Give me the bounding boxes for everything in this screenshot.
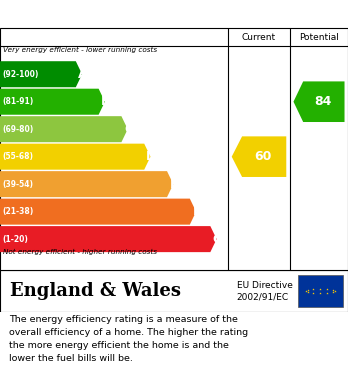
FancyArrow shape <box>0 116 128 142</box>
Text: C: C <box>124 123 133 136</box>
FancyArrow shape <box>0 199 196 225</box>
Text: Current: Current <box>242 32 276 41</box>
Text: Potential: Potential <box>299 32 339 41</box>
Text: England & Wales: England & Wales <box>10 282 181 300</box>
Polygon shape <box>232 136 286 177</box>
FancyArrow shape <box>0 143 150 170</box>
Text: Very energy efficient - lower running costs: Very energy efficient - lower running co… <box>3 47 158 53</box>
Bar <box>298 275 343 307</box>
Text: D: D <box>146 150 157 163</box>
Text: (81-91): (81-91) <box>2 97 33 106</box>
Text: Not energy efficient - higher running costs: Not energy efficient - higher running co… <box>3 249 158 255</box>
Text: Energy Efficiency Rating: Energy Efficiency Rating <box>9 7 200 21</box>
Text: E: E <box>170 178 179 191</box>
Text: G: G <box>212 233 223 246</box>
Text: (92-100): (92-100) <box>2 70 39 79</box>
Text: 84: 84 <box>314 95 332 108</box>
Text: (55-68): (55-68) <box>2 152 33 161</box>
Text: (69-80): (69-80) <box>2 125 33 134</box>
FancyArrow shape <box>0 89 105 115</box>
Text: A: A <box>78 68 88 81</box>
Text: (1-20): (1-20) <box>2 235 28 244</box>
Text: B: B <box>101 95 111 108</box>
Polygon shape <box>293 81 345 122</box>
Text: (39-54): (39-54) <box>2 179 33 188</box>
Text: EU Directive
2002/91/EC: EU Directive 2002/91/EC <box>237 281 293 301</box>
Text: The energy efficiency rating is a measure of the
overall efficiency of a home. T: The energy efficiency rating is a measur… <box>9 315 248 363</box>
Text: F: F <box>193 205 201 218</box>
Text: (21-38): (21-38) <box>2 207 33 216</box>
FancyArrow shape <box>0 61 82 87</box>
FancyArrow shape <box>0 171 173 197</box>
Text: 60: 60 <box>254 150 272 163</box>
FancyArrow shape <box>0 226 216 252</box>
